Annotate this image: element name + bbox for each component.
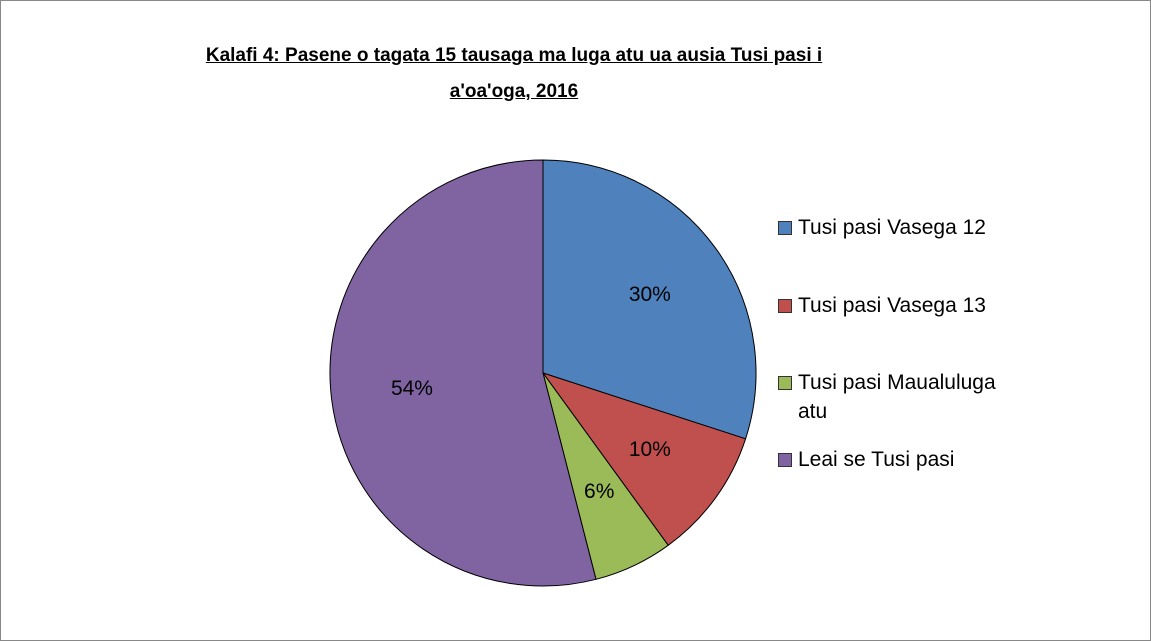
data-label: 10%	[629, 438, 671, 461]
legend-label: Tusi pasi Vasega 13	[798, 294, 986, 317]
pie-slice	[329, 159, 597, 587]
data-label: 30%	[629, 283, 671, 306]
legend-label: Leai se Tusi pasi	[798, 448, 955, 471]
legend-swatch	[778, 221, 792, 235]
chart-title: Kalafi 4: Pasene o tagata 15 tausaga ma …	[205, 45, 823, 102]
legend-swatch	[778, 299, 792, 313]
legend-label: Tusi pasi Vasega 12	[798, 216, 986, 239]
legend-item: Tusi pasi Vasega 13	[778, 291, 1028, 320]
legend-item: Tusi pasi Vasega 12	[778, 213, 1028, 242]
data-label: 54%	[391, 377, 433, 400]
legend-item: Tusi pasi Maualuluga atu	[778, 368, 1028, 426]
legend-item: Leai se Tusi pasi	[778, 445, 1028, 474]
pie-slice	[541, 372, 747, 547]
legend-label: Tusi pasi Maualuluga atu	[798, 371, 996, 423]
data-label: 6%	[584, 480, 614, 503]
legend-swatch	[778, 376, 792, 390]
legend-swatch	[778, 453, 792, 467]
pie-slice	[542, 159, 757, 440]
